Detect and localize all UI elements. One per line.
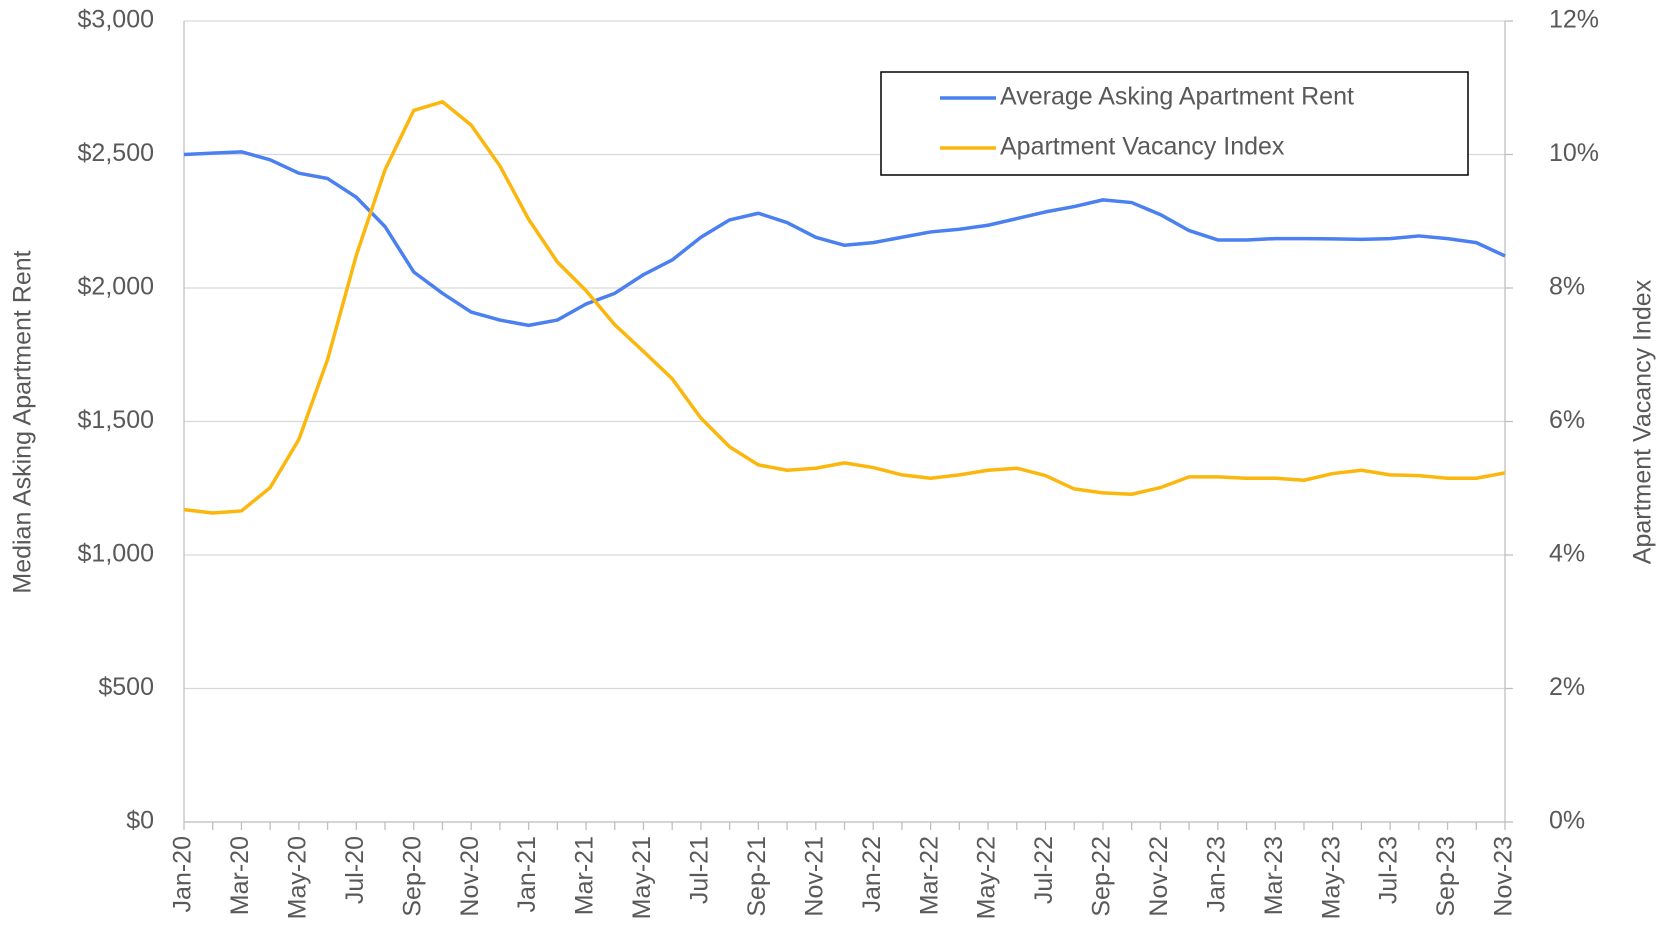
- x-tick-label: May-23: [1317, 836, 1345, 919]
- x-tick-label: Jan-20: [169, 836, 197, 912]
- x-tick-label: May-22: [973, 836, 1001, 919]
- legend-label: Apartment Vacancy Index: [1000, 133, 1285, 161]
- x-tick-label: Jan-22: [858, 836, 886, 912]
- x-tick-label: Jul-22: [1030, 836, 1058, 904]
- y2-axis-title: Apartment Vacancy Index: [1629, 279, 1657, 564]
- legend-box: [880, 71, 1469, 176]
- x-tick-label: Sep-23: [1432, 836, 1460, 917]
- y2-tick-label: 8%: [1549, 273, 1585, 301]
- y2-tick-label: 0%: [1549, 807, 1585, 835]
- x-tick-label: Sep-20: [398, 836, 426, 917]
- x-tick-label: Sep-21: [743, 836, 771, 917]
- y2-tick-label: 2%: [1549, 673, 1585, 701]
- x-tick-label: Mar-23: [1260, 836, 1288, 915]
- x-tick-label: Nov-23: [1490, 836, 1518, 917]
- x-tick-label: Nov-20: [456, 836, 484, 917]
- y2-tick-label: 10%: [1549, 139, 1599, 167]
- y-axis-title: Median Asking Apartment Rent: [9, 250, 37, 593]
- x-tick-label: Nov-22: [1145, 836, 1173, 917]
- x-tick-label: May-21: [628, 836, 656, 919]
- y-tick-label: $1,500: [78, 406, 154, 434]
- x-tick-label: Jul-20: [341, 836, 369, 904]
- y-tick-label: $500: [98, 673, 154, 701]
- y-tick-label: $2,500: [78, 139, 154, 167]
- y-tick-label: $2,000: [78, 273, 154, 301]
- y2-tick-label: 4%: [1549, 540, 1585, 568]
- x-tick-label: Sep-22: [1088, 836, 1116, 917]
- x-tick-label: Jan-21: [513, 836, 541, 912]
- y-tick-label: $3,000: [78, 6, 154, 34]
- x-tick-label: Mar-22: [915, 836, 943, 915]
- x-tick-label: Nov-21: [800, 836, 828, 917]
- series-line: [183, 100, 1506, 515]
- y2-tick-label: 6%: [1549, 406, 1585, 434]
- x-tick-label: Mar-21: [571, 836, 599, 915]
- legend-label: Average Asking Apartment Rent: [1000, 83, 1354, 111]
- y-tick-label: $1,000: [78, 540, 154, 568]
- x-tick-label: May-20: [283, 836, 311, 919]
- x-tick-label: Jul-23: [1375, 836, 1403, 904]
- legend: Average Asking Apartment Rent Apartment V…: [880, 71, 1469, 176]
- series-line: [183, 150, 1506, 328]
- x-tick-label: Mar-20: [226, 836, 254, 915]
- y-tick-label: $0: [126, 807, 154, 835]
- y2-tick-label: 12%: [1549, 6, 1599, 34]
- x-tick-label: Jul-21: [686, 836, 714, 904]
- x-tick-label: Jan-23: [1202, 836, 1230, 912]
